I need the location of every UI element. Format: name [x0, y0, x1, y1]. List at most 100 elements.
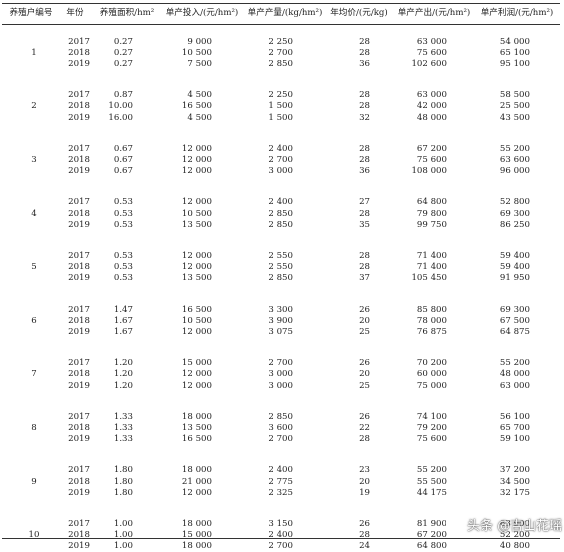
price-cell: 28	[359, 36, 370, 47]
farm-id: 9	[31, 476, 37, 487]
row-year: 2018	[68, 530, 90, 541]
profit-cell: 63 900	[499, 518, 530, 529]
input-cell: 13 500	[181, 422, 212, 433]
profit-cell: 69 300	[499, 304, 530, 315]
output-cell: 48 000	[416, 112, 447, 123]
output-cell: 60 000	[416, 369, 447, 380]
yield-cell: 2 700	[268, 154, 293, 165]
profit-cell: 56 100	[499, 411, 530, 422]
yield-cell: 2 400	[268, 143, 293, 154]
row-year: 2018	[68, 476, 90, 487]
profit-cell: 43 500	[499, 112, 530, 123]
area-cell: 0.67	[113, 143, 133, 154]
price-cell: 23	[359, 465, 370, 476]
output-cell: 63 000	[416, 36, 447, 47]
row-year: 2019	[68, 487, 90, 498]
input-cell: 12 000	[181, 262, 212, 273]
yield-cell: 1 500	[268, 101, 293, 112]
column-header: 单产产量/(kg/hm²)	[247, 8, 323, 18]
column-header: 单产投入/(元/hm²)	[165, 8, 239, 18]
profit-cell: 34 500	[499, 476, 530, 487]
profit-cell: 55 200	[499, 358, 530, 369]
input-cell: 16 500	[181, 304, 212, 315]
output-cell: 67 200	[416, 530, 447, 541]
output-cell: 70 200	[416, 358, 447, 369]
yield-cell: 2 850	[268, 219, 293, 230]
area-cell: 0.53	[113, 197, 133, 208]
input-cell: 10 500	[181, 315, 212, 326]
output-cell: 75 600	[416, 154, 447, 165]
yield-cell: 2 250	[268, 36, 293, 47]
row-year: 2017	[68, 411, 90, 422]
yield-cell: 2 400	[268, 197, 293, 208]
price-cell: 28	[359, 530, 370, 541]
price-cell: 35	[359, 219, 370, 230]
profit-cell: 65 700	[499, 422, 530, 433]
area-cell: 1.80	[113, 487, 133, 498]
price-cell: 19	[359, 487, 370, 498]
input-cell: 10 500	[181, 208, 212, 219]
row-year: 2017	[68, 518, 90, 529]
price-cell: 25	[359, 326, 370, 337]
input-cell: 12 000	[181, 143, 212, 154]
input-cell: 12 000	[181, 250, 212, 261]
yield-cell: 2 325	[268, 487, 293, 498]
row-year: 2017	[68, 197, 90, 208]
output-cell: 55 500	[416, 476, 447, 487]
area-cell: 1.47	[113, 304, 133, 315]
row-year: 2019	[68, 380, 90, 391]
row-year: 2018	[68, 422, 90, 433]
table-bottom-rule	[2, 538, 560, 539]
input-cell: 12 000	[181, 166, 212, 177]
yield-cell: 2 250	[268, 90, 293, 101]
yield-cell: 3 900	[268, 315, 293, 326]
row-year: 2019	[68, 434, 90, 445]
area-cell: 0.67	[113, 154, 133, 165]
area-cell: 1.33	[113, 422, 133, 433]
area-cell: 0.53	[113, 273, 133, 284]
output-cell: 76 875	[416, 326, 447, 337]
profit-cell: 91 950	[499, 273, 530, 284]
watermark-text: 头条 @吉山花瑶	[467, 518, 563, 534]
row-year: 2017	[68, 143, 90, 154]
price-cell: 28	[359, 262, 370, 273]
profit-cell: 69 300	[499, 208, 530, 219]
yield-cell: 2 700	[268, 541, 293, 552]
input-cell: 12 000	[181, 154, 212, 165]
input-cell: 13 500	[181, 219, 212, 230]
input-cell: 12 000	[181, 487, 212, 498]
column-header: 年均价/(元/kg)	[330, 8, 388, 18]
input-cell: 16 500	[181, 101, 212, 112]
output-cell: 105 450	[411, 273, 447, 284]
price-cell: 36	[359, 166, 370, 177]
price-cell: 20	[359, 476, 370, 487]
input-cell: 12 000	[181, 197, 212, 208]
yield-cell: 3 075	[268, 326, 293, 337]
profit-cell: 65 100	[499, 47, 530, 58]
row-year: 2018	[68, 369, 90, 380]
column-header: 单产利润/(元/hm²)	[480, 8, 554, 18]
table-header-rule	[2, 24, 560, 25]
output-cell: 67 200	[416, 143, 447, 154]
profit-cell: 63 600	[499, 154, 530, 165]
output-cell: 75 000	[416, 380, 447, 391]
input-cell: 16 500	[181, 434, 212, 445]
area-cell: 0.27	[113, 47, 133, 58]
profit-cell: 59 400	[499, 262, 530, 273]
area-cell: 1.20	[113, 369, 133, 380]
input-cell: 12 000	[181, 326, 212, 337]
row-year: 2017	[68, 358, 90, 369]
profit-cell: 59 100	[499, 434, 530, 445]
area-cell: 1.80	[113, 465, 133, 476]
profit-cell: 63 000	[499, 380, 530, 391]
output-cell: 85 800	[416, 304, 447, 315]
price-cell: 37	[359, 273, 370, 284]
area-cell: 1.00	[113, 530, 133, 541]
yield-cell: 2 400	[268, 530, 293, 541]
price-cell: 26	[359, 358, 370, 369]
yield-cell: 3 000	[268, 380, 293, 391]
farm-id: 6	[31, 315, 37, 326]
output-cell: 75 600	[416, 434, 447, 445]
row-year: 2017	[68, 36, 90, 47]
